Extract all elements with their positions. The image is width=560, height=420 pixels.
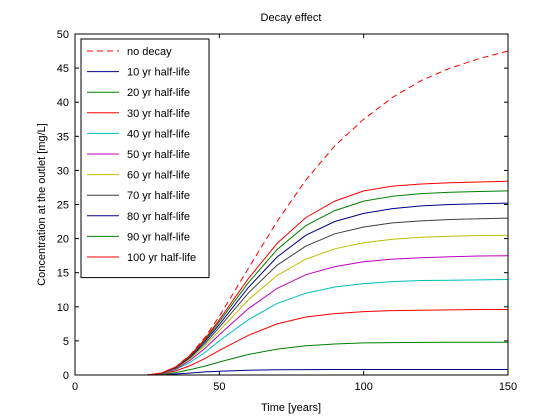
- legend-box: [80, 38, 210, 279]
- y-tick-label-5: 25: [57, 200, 69, 212]
- legend-label-4: 40 yr half-life: [127, 128, 190, 140]
- series-line-1: [75, 369, 508, 376]
- legend-label-7: 70 yr half-life: [127, 190, 190, 202]
- legend-label-0: no decay: [127, 46, 172, 58]
- series-line-0: [75, 50, 509, 376]
- x-tick-label-0: 0: [72, 381, 78, 393]
- x-axis-title: Time [years]: [261, 402, 321, 414]
- legend-label-8: 80 yr half-life: [127, 211, 190, 223]
- legend-label-3: 30 yr half-life: [127, 108, 190, 120]
- x-tick-label-2: 100: [354, 381, 372, 393]
- plot-frame: [74, 33, 509, 376]
- series-line-3: [75, 309, 508, 376]
- y-tick-label-4: 20: [57, 234, 69, 246]
- y-tick-label-2: 10: [57, 302, 69, 314]
- series-line-2: [75, 341, 508, 376]
- chart-title: Decay effect: [261, 12, 322, 24]
- legend-label-1: 10 yr half-life: [127, 67, 190, 79]
- y-tick-label-10: 50: [57, 29, 69, 41]
- y-tick-label-7: 35: [57, 131, 69, 143]
- legend-label-5: 50 yr half-life: [127, 149, 190, 161]
- series-layer: [75, 50, 509, 376]
- series-line-10: [75, 180, 509, 376]
- y-tick-label-3: 15: [57, 268, 69, 280]
- legend-label-10: 100 yr half-life: [127, 252, 196, 264]
- x-tick-label-1: 50: [213, 381, 225, 393]
- y-axis-title: Concentration at the outlet [mg/L]: [36, 123, 48, 286]
- legend: no decay 10 yr half-life 20 yr half-life 30…: [80, 38, 210, 279]
- y-tick-label-8: 40: [57, 97, 69, 109]
- legend-label-9: 90 yr half-life: [127, 231, 190, 243]
- y-tick-label-1: 5: [63, 336, 69, 348]
- legend-label-2: 20 yr half-life: [127, 87, 190, 99]
- legend-label-6: 60 yr half-life: [127, 170, 190, 182]
- x-tick-label-3: 150: [499, 381, 517, 393]
- y-tick-label-9: 45: [57, 63, 69, 75]
- y-tick-label-0: 0: [63, 370, 69, 382]
- ticks-layer: 0 50 100 150 0 5 10 15 20 25 30 35 40 45 50: [57, 29, 517, 393]
- y-tick-label-6: 30: [57, 165, 69, 177]
